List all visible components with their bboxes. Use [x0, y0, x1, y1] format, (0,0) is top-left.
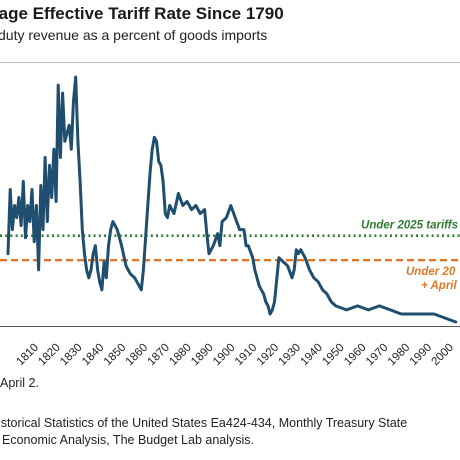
x-tick-label: 1910 [233, 342, 260, 369]
series-layer [6, 75, 458, 324]
x-tick-label: 1990 [408, 342, 435, 369]
x-tick-label: 1840 [80, 342, 107, 369]
series-line-tariff-rate [6, 75, 458, 324]
source-line-1: istorical Statistics of the United State… [0, 416, 408, 430]
x-tick-label: 1900 [211, 342, 238, 369]
x-tick-label: 2000 [429, 342, 456, 369]
reference-label-april-line2: + April [421, 280, 457, 292]
x-tick-label: 1850 [102, 342, 129, 369]
x-tick-label: 1870 [145, 342, 172, 369]
x-tick-label: 1830 [58, 342, 85, 369]
x-tick-label: 1920 [255, 342, 282, 369]
x-tick-label: 1970 [364, 342, 391, 369]
x-tick-label: 1810 [14, 342, 41, 369]
x-tick-labels: 1810182018301840185018601870188018901900… [14, 342, 456, 369]
x-tick-label: 1980 [386, 342, 413, 369]
x-tick-label: 1930 [277, 342, 304, 369]
reference-lines: Under 2025 tariffs Under 20 + April [0, 220, 460, 292]
x-tick-label: 1960 [342, 342, 369, 369]
x-tick-label: 1820 [36, 342, 63, 369]
x-tick-label: 1880 [167, 342, 194, 369]
x-tick-label: 1860 [124, 342, 151, 369]
footnote: April 2. [0, 376, 39, 390]
chart-title: rage Effective Tariff Rate Since 1790 [0, 4, 284, 23]
header-divider [0, 62, 460, 63]
reference-label-2025-tariffs: Under 2025 tariffs [361, 220, 458, 232]
chart-subtitle: duty revenue as a percent of goods impor… [0, 27, 268, 43]
x-tick-label: 1950 [320, 342, 347, 369]
source-line-2: Economic Analysis, The Budget Lab analys… [2, 433, 254, 447]
x-tick-label: 1890 [189, 342, 216, 369]
x-tick-label: 1940 [298, 342, 325, 369]
reference-label-april: Under 20 [406, 266, 456, 278]
